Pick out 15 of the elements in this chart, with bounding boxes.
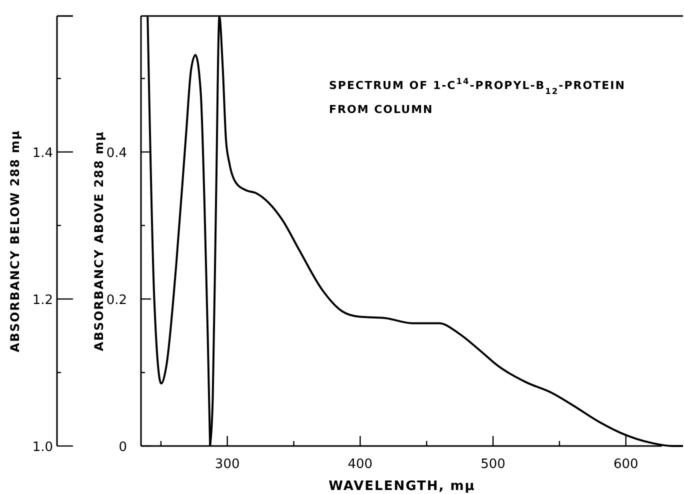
annotation: FROM COLUMN xyxy=(329,103,434,116)
x-tick-label: 500 xyxy=(480,457,506,472)
x-tick-label: 400 xyxy=(348,457,373,472)
annotation: SPECTRUM OF 1-C$^{14}$-PROPYL-B$_{12}$-PROTEIN xyxy=(329,76,626,96)
x-tick-label: 300 xyxy=(214,457,240,472)
y-tick-label: 0.2 xyxy=(106,292,127,308)
y-tick-label: 0.4 xyxy=(106,146,127,161)
y-axis-title: ABSORBANCY ABOVE 288 mμ xyxy=(92,130,106,352)
x-tick-label: 600 xyxy=(613,457,638,472)
x-axis-title: WAVELENGTH, mμ xyxy=(328,479,476,494)
y2-tick-label: 1.0 xyxy=(32,440,53,455)
y2-axis-title: ABSORBANCY BELOW 288 mμ xyxy=(8,130,22,352)
y-tick-label: 0 xyxy=(118,440,127,455)
y2-tick-label: 1.4 xyxy=(32,146,53,161)
y2-tick-label: 1.2 xyxy=(32,292,53,308)
